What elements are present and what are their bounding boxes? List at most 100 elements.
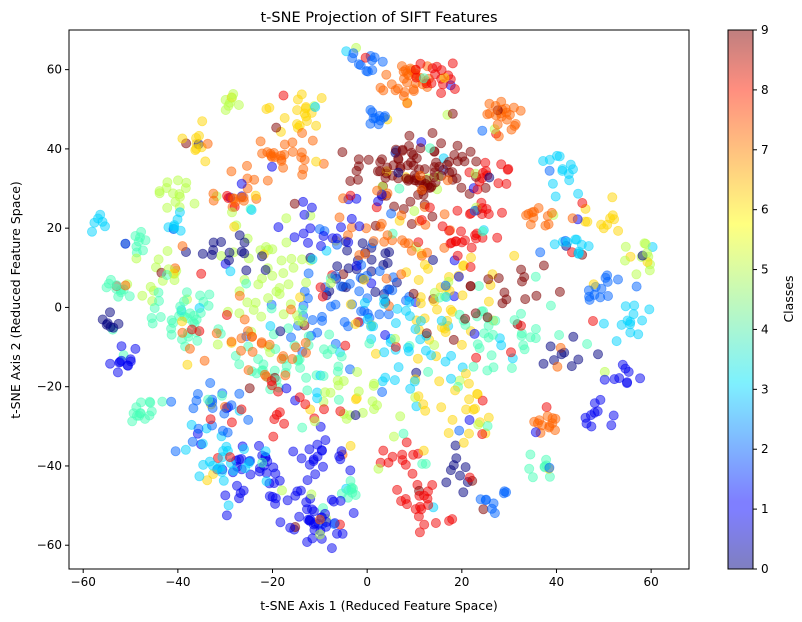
- scatter-point: [176, 307, 187, 318]
- colorbar-tick-label: 0: [761, 562, 769, 576]
- scatter-point: [288, 446, 299, 457]
- scatter-point: [343, 237, 354, 248]
- scatter-point: [392, 484, 403, 495]
- scatter-point: [168, 317, 179, 328]
- scatter-point: [521, 210, 532, 221]
- scatter-point: [234, 290, 245, 301]
- scatter-point: [302, 475, 313, 486]
- scatter-point: [253, 354, 264, 365]
- scatter-point: [360, 248, 371, 259]
- scatter-point: [241, 265, 252, 276]
- scatter-point: [538, 260, 549, 271]
- scatter-point: [418, 490, 429, 501]
- scatter-point: [562, 237, 573, 248]
- scatter-point: [620, 241, 631, 252]
- scatter-point: [177, 133, 188, 144]
- scatter-point: [379, 298, 390, 309]
- scatter-point: [424, 143, 435, 154]
- scatter-point: [622, 378, 633, 389]
- scatter-point: [455, 226, 466, 237]
- scatter-point: [203, 394, 214, 405]
- scatter-point: [613, 225, 624, 236]
- scatter-point: [344, 278, 355, 289]
- scatter-point: [350, 318, 361, 329]
- scatter-point: [311, 120, 322, 131]
- scatter-point: [383, 457, 394, 468]
- scatter-point: [306, 504, 317, 515]
- scatter-point: [302, 537, 313, 548]
- scatter-point: [266, 303, 277, 314]
- scatter-point: [459, 235, 470, 246]
- scatter-point: [236, 178, 247, 189]
- scatter-point: [633, 329, 644, 340]
- scatter-point: [430, 518, 441, 529]
- scatter-point: [525, 332, 536, 343]
- scatter-point: [253, 440, 264, 451]
- scatter-point: [166, 329, 177, 340]
- scatter-point: [414, 527, 425, 538]
- scatter-point: [496, 340, 507, 351]
- scatter-point: [145, 281, 156, 292]
- scatter-point: [465, 261, 476, 272]
- scatter-point: [250, 190, 261, 201]
- scatter-points: [87, 42, 658, 554]
- scatter-point: [177, 241, 188, 252]
- scatter-point: [206, 249, 217, 260]
- scatter-point: [238, 192, 249, 203]
- scatter-point: [345, 465, 356, 476]
- scatter-point: [224, 452, 235, 463]
- scatter-point: [315, 240, 326, 251]
- scatter-point: [415, 58, 426, 69]
- scatter-point: [588, 315, 599, 326]
- chart-title: t-SNE Projection of SIFT Features: [260, 10, 497, 26]
- scatter-point: [372, 185, 383, 196]
- scatter-point: [642, 247, 653, 258]
- scatter-point: [180, 444, 191, 455]
- scatter-point: [226, 336, 237, 347]
- y-tick-label: 40: [47, 142, 62, 156]
- scatter-point: [168, 223, 179, 234]
- scatter-point: [497, 298, 508, 309]
- scatter-point: [389, 333, 400, 344]
- scatter-point: [568, 331, 579, 342]
- scatter-point: [516, 320, 527, 331]
- scatter-point: [625, 316, 636, 327]
- scatter-point: [461, 404, 472, 415]
- scatter-point: [483, 274, 494, 285]
- scatter-point: [174, 191, 185, 202]
- scatter-point: [542, 411, 553, 422]
- scatter-point: [345, 190, 356, 201]
- scatter-point: [226, 417, 237, 428]
- scatter-point: [379, 347, 390, 358]
- scatter-point: [474, 343, 485, 354]
- scatter-point: [531, 290, 542, 301]
- scatter-point: [296, 453, 307, 464]
- scatter-point: [447, 108, 458, 119]
- scatter-point: [460, 368, 471, 379]
- scatter-point: [229, 221, 240, 232]
- scatter-point: [278, 90, 289, 101]
- scatter-point: [105, 358, 116, 369]
- scatter-point: [275, 326, 286, 337]
- scatter-point: [257, 457, 268, 468]
- scatter-point: [449, 149, 460, 160]
- scatter-point: [631, 269, 642, 280]
- scatter-point: [276, 255, 287, 266]
- scatter-point: [234, 230, 245, 241]
- scatter-point: [415, 315, 426, 326]
- scatter-point: [407, 468, 418, 479]
- scatter-point: [253, 279, 264, 290]
- scatter-point: [357, 238, 368, 249]
- scatter-point: [392, 303, 403, 314]
- scatter-point: [469, 328, 480, 339]
- scatter-point: [200, 156, 211, 167]
- scatter-point: [492, 232, 503, 243]
- colorbar-tick-label: 4: [761, 322, 769, 336]
- scatter-point: [234, 308, 245, 319]
- scatter-point: [477, 226, 488, 237]
- scatter-point: [334, 212, 345, 223]
- scatter-point: [147, 318, 158, 329]
- scatter-point: [540, 220, 551, 231]
- scatter-point: [465, 146, 476, 157]
- scatter-point: [184, 343, 195, 354]
